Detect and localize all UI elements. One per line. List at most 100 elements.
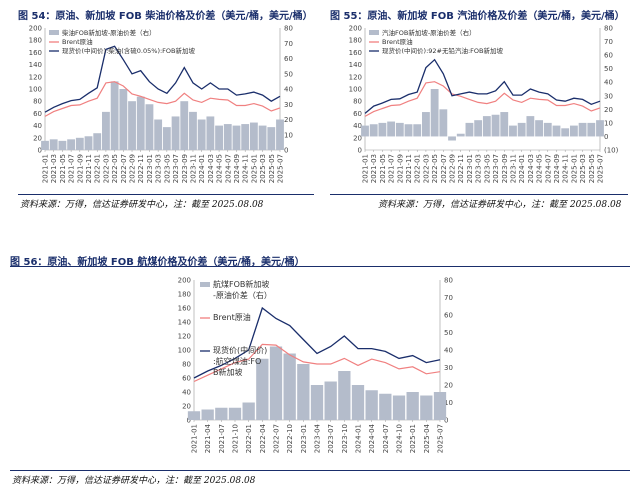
y-tick-label: 60 xyxy=(353,110,362,118)
x-tick-label: 2021-07 xyxy=(388,154,396,183)
x-tick-label: 2022-11 xyxy=(137,154,145,183)
x-tick-label: 2021-09 xyxy=(76,154,84,183)
spread-bar xyxy=(206,116,215,150)
spread-bar xyxy=(67,139,76,150)
spread-bar xyxy=(587,122,596,137)
spread-bar xyxy=(392,395,406,420)
y2-tick-label: 20 xyxy=(444,382,453,390)
legend-swatch xyxy=(369,30,379,35)
y-tick-label: 180 xyxy=(29,37,42,45)
y-tick-label: 140 xyxy=(29,61,42,69)
spread-bar xyxy=(297,364,310,420)
spread-bar xyxy=(215,125,223,150)
y2-tick-label: (10) xyxy=(604,147,619,155)
legend-label-line: 航煤FOB新加坡 xyxy=(213,279,269,289)
y-tick-label: 180 xyxy=(178,291,191,299)
legend-label: Brent原油 xyxy=(62,37,93,46)
x-tick-label: 2024-07 xyxy=(382,424,390,453)
x-tick-label: 2021-09 xyxy=(396,154,404,183)
x-tick-label: 2022-10 xyxy=(286,424,294,453)
y2-tick-label: 80 xyxy=(604,25,613,33)
y-tick-label: 60 xyxy=(33,110,42,118)
x-tick-label: 2021-03 xyxy=(50,154,58,183)
spread-bar xyxy=(526,116,535,137)
x-tick-label: 2023-05 xyxy=(483,154,491,183)
legend-label: 汽油FOB新加坡-原油价差（右） xyxy=(382,28,476,37)
legend-label: 柴油FOB新加坡-原油价差（右） xyxy=(62,28,156,37)
figure-56-source-rule xyxy=(10,470,630,471)
x-tick-label: 2023-03 xyxy=(475,154,483,183)
spread-bar xyxy=(338,371,351,420)
spread-bar xyxy=(456,133,465,137)
y2-tick-label: 0 xyxy=(284,147,288,155)
x-tick-label: 2024-09 xyxy=(553,154,561,183)
spread-bar xyxy=(569,125,578,137)
x-tick-label: 2021-07 xyxy=(218,424,226,453)
spread-bar xyxy=(422,112,430,137)
y2-tick-label: 10 xyxy=(604,119,613,127)
spread-bar xyxy=(232,125,241,150)
x-tick-label: 2024-10 xyxy=(396,424,404,453)
x-tick-label: 2023-09 xyxy=(501,154,509,183)
y2-tick-label: 80 xyxy=(444,277,453,285)
y2-tick-label: 30 xyxy=(284,101,293,109)
spread-bar xyxy=(267,127,276,150)
spread-bar xyxy=(535,120,543,137)
y-tick-label: 40 xyxy=(182,389,191,397)
legend-label: Brent原油 xyxy=(382,37,413,46)
y-tick-label: 40 xyxy=(353,122,362,130)
x-tick-label: 2024-01 xyxy=(198,154,206,183)
x-tick-label: 2021-10 xyxy=(232,424,240,453)
spread-bar xyxy=(365,390,378,420)
figure-55-svg: 0 20 40 60 80 100 120 140 160 180 200 (10) 0 10 20 30 40… xyxy=(349,25,619,184)
spread-bar xyxy=(395,122,404,137)
spread-bar xyxy=(258,125,267,150)
x-tick-label: 2025-01 xyxy=(570,154,578,183)
x-tick-label: 2025-07 xyxy=(597,154,605,183)
spread-bar xyxy=(256,358,269,420)
x-tick-label: 2023-01 xyxy=(300,424,308,453)
x-tick-label: 2022-01 xyxy=(414,154,422,183)
spread-bar xyxy=(378,122,387,137)
spread-bar xyxy=(223,124,232,150)
legend-label: Brent原油 xyxy=(213,312,251,322)
x-tick-label: 2025-03 xyxy=(579,154,587,183)
x-tick-label: 2021-03 xyxy=(370,154,378,183)
x-tick-label: 2024-04 xyxy=(368,423,376,453)
figure-56-source: 资料来源：万得，信达证券研发中心，注：截至 2025.08.08 xyxy=(12,476,256,486)
spread-bar xyxy=(351,385,365,420)
y2-tick-label: 0 xyxy=(444,417,448,425)
y-tick-label: 140 xyxy=(349,61,362,69)
spread-bar xyxy=(84,136,93,150)
y-tick-label: 200 xyxy=(349,25,362,33)
spread-bar xyxy=(241,124,250,150)
y-tick-label: 160 xyxy=(29,49,42,57)
y2-tick-label: 30 xyxy=(444,364,453,372)
y2-tick-label: 20 xyxy=(284,116,293,124)
x-tick-label: 2024-01 xyxy=(518,154,526,183)
figure-55-title: 图 55：原油、新加坡 FOB 汽油价格及价差（美元/桶，美元/桶） xyxy=(330,11,625,22)
legend-label-line: B新加坡 xyxy=(213,367,243,377)
spread-bar xyxy=(369,124,378,137)
spread-bar xyxy=(201,409,214,420)
spread-bar xyxy=(500,112,509,137)
spread-bar xyxy=(154,119,163,150)
spread-bar xyxy=(406,392,419,420)
y-tick-label: 60 xyxy=(182,375,191,383)
x-tick-label: 2024-05 xyxy=(536,154,544,183)
spread-bar xyxy=(75,137,84,150)
x-tick-label: 2024-07 xyxy=(224,154,232,183)
figure-54-source: 资料来源：万得，信达证券研发中心，注：截至 2025.08.08 xyxy=(20,200,264,210)
spread-bar xyxy=(93,133,102,150)
x-tick-label: 2024-07 xyxy=(544,154,552,183)
spread-bar xyxy=(110,81,119,150)
x-tick-label: 2025-05 xyxy=(588,154,596,183)
x-tick-label: 2025-01 xyxy=(250,154,258,183)
x-tick-label: 2022-03 xyxy=(102,154,110,183)
x-tick-label: 2022-07 xyxy=(273,424,281,453)
spread-bar xyxy=(596,120,604,137)
legend-label: 航煤FOB新加坡-原油价差（右） xyxy=(213,279,272,300)
figure-55-chart: 0 20 40 60 80 100 120 140 160 180 200 (10) 0 10 20 30 40… xyxy=(345,22,630,200)
y2-tick-label: 30 xyxy=(604,92,613,100)
spread-bar xyxy=(41,140,49,150)
